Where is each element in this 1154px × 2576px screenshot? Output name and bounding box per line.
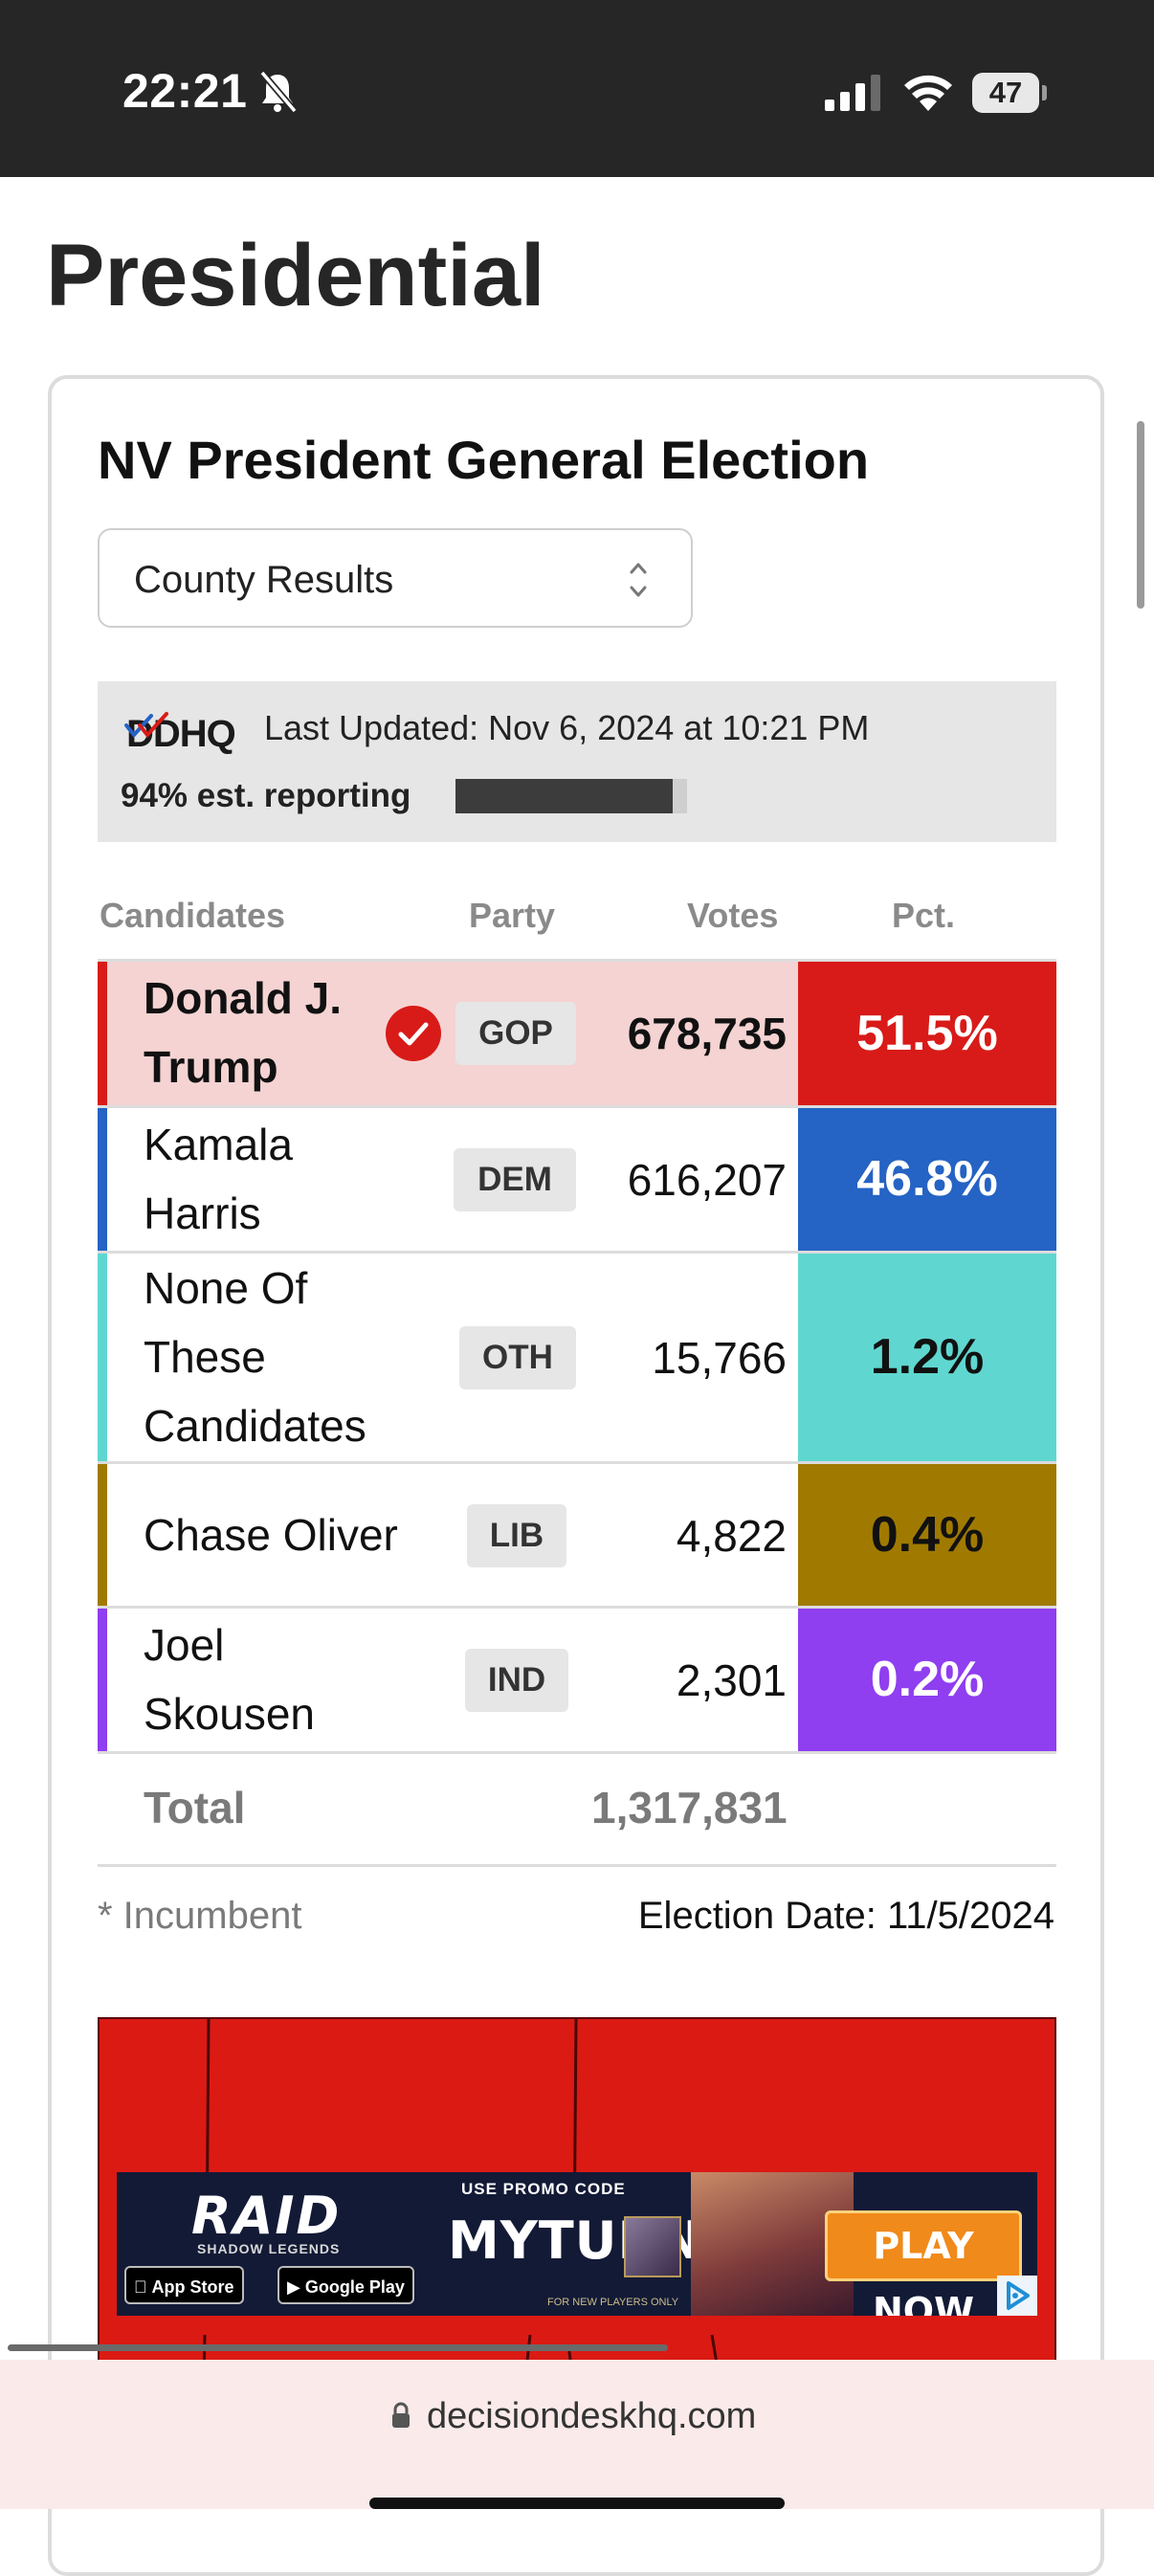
- google-play-badge[interactable]: ▶ Google Play: [277, 2266, 414, 2304]
- cellular-signal-icon: [825, 75, 880, 111]
- party-color-bar: [98, 962, 107, 1105]
- candidate-name: Donald J. Trump: [144, 964, 342, 1101]
- home-indicator[interactable]: [369, 2498, 785, 2509]
- candidate-name-line: None Of: [144, 1263, 308, 1313]
- party-badge: IND: [465, 1649, 568, 1712]
- page-title: Presidential: [46, 227, 545, 324]
- results-view-value: County Results: [134, 559, 394, 601]
- reporting-progress-bar: [455, 779, 687, 813]
- status-time: 22:21: [122, 64, 248, 118]
- candidate-row-none-of-these: None Of These Candidates OTH 15,766 1.2%: [98, 1251, 1056, 1461]
- reporting-label: 94% est. reporting: [121, 777, 411, 814]
- ad-card-image: [624, 2216, 681, 2277]
- candidate-name-line: Candidates: [144, 1401, 366, 1451]
- ad-promo-label: USE PROMO CODE: [461, 2180, 626, 2198]
- play-icon: ▶: [287, 2277, 305, 2297]
- candidate-name-line: Skousen: [144, 1689, 316, 1739]
- app-store-badge[interactable]:  App Store: [124, 2266, 244, 2304]
- total-votes: 1,317,831: [591, 1783, 788, 1832]
- candidate-row-skousen: Joel Skousen IND 2,301 0.2%: [98, 1606, 1056, 1751]
- table-bottom-border: [98, 1751, 1056, 1754]
- candidate-row-oliver: Chase Oliver LIB 4,822 0.4%: [98, 1461, 1056, 1606]
- column-header-party: Party: [469, 896, 556, 935]
- ad-play-now-button[interactable]: PLAY NOW: [825, 2210, 1022, 2316]
- candidate-row-harris: Kamala Harris DEM 616,207 46.8%: [98, 1105, 1056, 1251]
- last-updated-text: Last Updated: Nov 6, 2024 at 10:21 PM: [264, 708, 870, 747]
- party-badge: OTH: [459, 1326, 576, 1389]
- results-view-select[interactable]: County Results: [98, 528, 693, 628]
- column-header-candidates: Candidates: [100, 896, 286, 935]
- apple-icon: : [134, 2277, 152, 2297]
- app-store-label: App Store: [134, 2277, 234, 2297]
- incumbent-note: * Incumbent: [98, 1895, 302, 1937]
- candidate-name-line: Joel: [144, 1620, 225, 1670]
- ad-fine-print: FOR NEW PLAYERS ONLY: [547, 2297, 679, 2308]
- ad-choices-icon[interactable]: [997, 2276, 1037, 2316]
- column-header-votes: Votes: [687, 896, 779, 935]
- lock-icon: [392, 2402, 410, 2428]
- candidate-name-line: Donald J.: [144, 973, 343, 1023]
- vote-percent: 0.4%: [798, 1464, 1056, 1606]
- horizontal-scrollbar[interactable]: [8, 2344, 668, 2351]
- vote-count: 678,735: [627, 1009, 787, 1058]
- party-badge: GOP: [455, 1002, 576, 1065]
- battery-level: 47: [972, 73, 1039, 113]
- footer-divider: [98, 1864, 1056, 1867]
- candidate-name-line: Trump: [144, 1042, 278, 1092]
- ddhq-logo: DDHQ: [124, 712, 236, 755]
- vote-count: 2,301: [676, 1655, 787, 1705]
- update-info-box: DDHQ Last Updated: Nov 6, 2024 at 10:21 …: [98, 681, 1056, 842]
- race-title: NV President General Election: [98, 430, 870, 490]
- candidate-row-trump: Donald J. Trump GOP 678,735 51.5%: [98, 959, 1056, 1105]
- candidate-name: Joel Skousen: [144, 1610, 315, 1748]
- url-text: decisiondeskhq.com: [427, 2396, 757, 2436]
- silent-bell-icon: [259, 70, 298, 114]
- vote-count: 616,207: [627, 1155, 787, 1205]
- wifi-icon: [904, 75, 952, 111]
- ad-brand-sub: SHADOW LEGENDS: [197, 2241, 341, 2256]
- vertical-scrollbar[interactable]: [1137, 421, 1144, 609]
- select-chevrons-icon: [630, 563, 647, 597]
- ad-banner[interactable]: RAID SHADOW LEGENDS  App Store ▶ Google…: [117, 2172, 1037, 2316]
- party-badge: LIB: [467, 1504, 566, 1567]
- election-date: Election Date: 11/5/2024: [637, 1895, 1054, 1937]
- candidate-name-line: Harris: [144, 1188, 261, 1238]
- status-bar: 22:21 47: [0, 0, 1154, 177]
- vote-count: 4,822: [676, 1511, 787, 1561]
- battery-icon: 47: [972, 73, 1049, 113]
- party-color-bar: [98, 1464, 107, 1606]
- vote-percent: 46.8%: [798, 1108, 1056, 1251]
- google-play-label: Google Play: [304, 2277, 405, 2297]
- party-color-bar: [98, 1609, 107, 1751]
- column-header-pct: Pct.: [892, 896, 956, 935]
- winner-check-icon: [386, 1006, 441, 1061]
- vote-percent: 0.2%: [798, 1609, 1056, 1751]
- candidate-name: Chase Oliver: [144, 1500, 398, 1569]
- candidate-name-line: Chase Oliver: [144, 1510, 398, 1560]
- candidate-name: Kamala Harris: [144, 1110, 293, 1248]
- vote-percent: 1.2%: [798, 1254, 1056, 1461]
- vote-percent: 51.5%: [798, 962, 1056, 1105]
- party-color-bar: [98, 1254, 107, 1461]
- vote-count: 15,766: [652, 1333, 787, 1383]
- party-color-bar: [98, 1108, 107, 1251]
- candidate-name-line: These: [144, 1332, 266, 1382]
- browser-address-bar[interactable]: decisiondeskhq.com: [0, 2360, 1154, 2509]
- reporting-progress-fill: [455, 779, 674, 813]
- battery-cap: [1042, 85, 1047, 100]
- candidate-name-line: Kamala: [144, 1120, 293, 1169]
- party-badge: DEM: [454, 1148, 576, 1211]
- candidate-name: None Of These Candidates: [144, 1254, 366, 1460]
- ad-brand-logo: RAID: [191, 2186, 342, 2246]
- total-label: Total: [144, 1783, 246, 1832]
- svg-text:DDHQ: DDHQ: [126, 713, 235, 755]
